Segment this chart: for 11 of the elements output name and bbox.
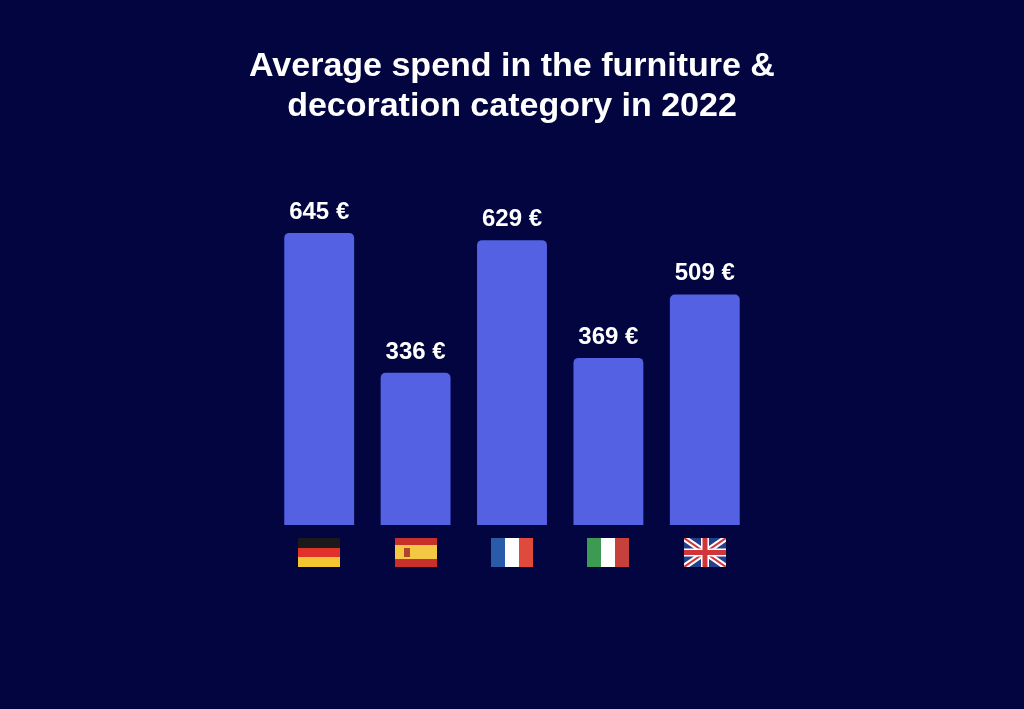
data-label: 509 € [674,258,735,286]
bar [380,372,451,525]
data-label: 629 € [481,204,543,232]
chart-title: Average spend in the furniture & decoration category in 2022 [248,44,776,124]
data-label: 369 € [578,321,639,349]
data-label: 336 € [385,336,446,364]
bar [284,232,355,525]
bar [573,357,644,525]
bar [477,240,547,525]
data-label: 645 € [289,196,350,224]
bar [669,294,740,525]
